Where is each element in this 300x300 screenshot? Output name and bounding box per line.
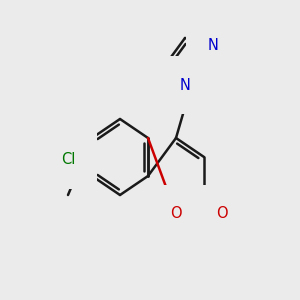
Text: Cl: Cl <box>61 152 75 167</box>
Text: O: O <box>216 206 228 221</box>
Text: N: N <box>208 38 218 53</box>
Text: N: N <box>180 77 190 92</box>
Text: O: O <box>170 206 182 221</box>
